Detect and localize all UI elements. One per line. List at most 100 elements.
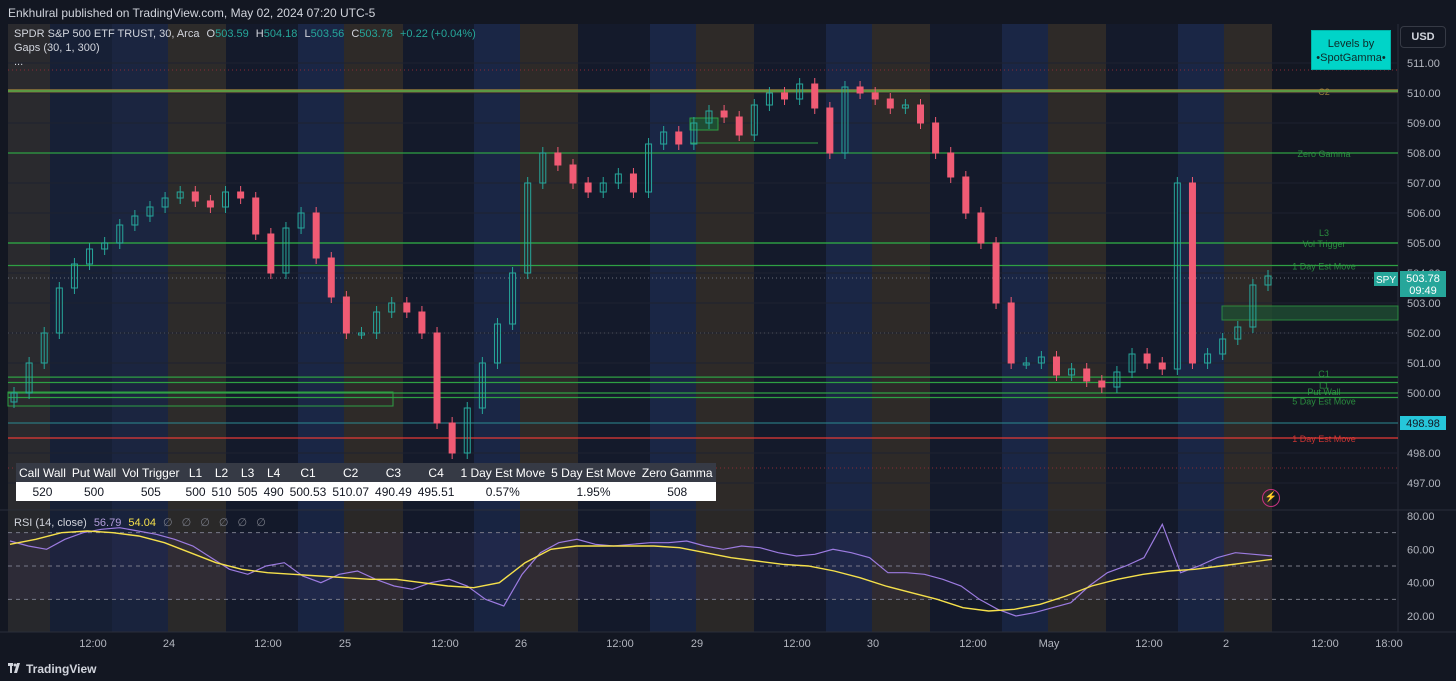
session-stripe-5 [298,24,344,510]
candle-body-9 [146,206,154,217]
candle-body-50 [765,92,773,106]
candle-body-79 [1204,353,1212,364]
high-label: H [255,28,264,40]
session-stripe-14 [826,24,872,510]
low-label: L [304,28,311,40]
rsi-legend: RSI (14, close) 56.79 54.04 ∅ ∅ ∅ ∅ ∅ ∅ [14,516,269,529]
price-tag-symbol: SPY [1376,275,1396,286]
candle-body-54 [826,107,834,154]
candle-body-72 [1098,380,1106,388]
candle-body-31 [478,362,486,409]
candle-body-3 [55,287,63,334]
price-tick-14: 497.00 [1407,478,1441,490]
levels-value-1: 500 [68,482,120,501]
candle-body-41 [629,173,637,193]
candle-body-1 [25,362,33,394]
candle-body-28 [433,332,441,424]
levels-value-0: 520 [16,482,69,501]
levels-value-12: 1.95% [548,482,639,501]
levels-header-6: L4 [260,463,287,482]
candle-body-13 [206,200,214,208]
session-stripe-12 [696,24,754,510]
price-tick-5: 506.00 [1407,208,1441,220]
low-value: 503.56 [310,28,345,40]
candle-body-6 [101,242,109,250]
candle-body-60 [917,104,925,124]
candle-body-78 [1188,182,1196,364]
candle-body-8 [131,215,139,226]
candle-body-83 [1264,275,1272,286]
rsi-session-stripe-6 [344,510,403,632]
flash-icon[interactable]: ⚡ [1262,489,1280,507]
session-stripe-17 [1002,24,1048,510]
candle-body-23 [357,332,365,336]
price-tick-11: 500.00 [1407,388,1441,400]
badge-line2: •SpotGamma• [1316,52,1386,64]
candle-body-81 [1234,326,1242,340]
rsi-session-stripe-12 [696,510,754,632]
time-tick-15: 18:00 [1375,638,1403,650]
close-label: C [351,28,360,40]
symbol-title[interactable]: SPDR S&P 500 ETF TRUST, 30, Arca [14,28,200,40]
time-tick-2: 12:00 [254,638,282,650]
candle-body-37 [569,164,577,184]
rsi-session-stripe-9 [520,510,578,632]
rsi-session-stripe-2 [112,510,168,632]
candle-body-66 [1007,302,1015,364]
session-stripe-1 [50,24,112,510]
candle-body-44 [675,131,683,145]
level-label-7: Put Wall [1307,387,1340,397]
candle-body-38 [584,182,592,193]
currency-button[interactable]: USD [1400,26,1446,48]
candle-body-51 [781,92,789,100]
gaps-indicator[interactable]: Gaps (30, 1, 300) [14,42,100,54]
candle-body-47 [720,110,728,118]
rsi-session-stripe-4 [226,510,298,632]
candle-body-80 [1219,338,1227,355]
price-tag-bg [1400,271,1446,297]
levels-value-6: 490 [260,482,287,501]
candle-body-69 [1052,356,1060,376]
level-label-2: L3 [1319,228,1329,238]
time-tick-11: May [1039,638,1060,650]
candle-body-27 [418,311,426,334]
rsi-tick-0: 80.00 [1407,511,1435,523]
rsi-label[interactable]: RSI (14, close) [14,517,87,529]
rsi-na-values: ∅ ∅ ∅ ∅ ∅ ∅ [163,517,269,529]
price-tick-3: 508.00 [1407,148,1441,160]
published-note: Enkhulral published on TradingView.com, … [8,6,376,20]
rsi-session-stripe-0 [8,510,50,632]
levels-header-1: Put Wall [68,463,120,482]
candle-body-32 [493,323,501,364]
time-tick-3: 25 [339,638,351,650]
open-label: O [206,28,216,40]
level-label-9: 1 Day Est Move [1292,434,1356,444]
more-indicators[interactable]: ... [14,56,24,68]
candle-body-14 [222,191,230,208]
candle-body-12 [191,191,199,202]
levels-header-4: L2 [208,463,235,482]
level-label-3: Vol Trigger [1302,239,1345,249]
price-tick-10: 501.00 [1407,358,1441,370]
levels-header-9: C3 [372,463,415,482]
candle-body-10 [161,197,169,208]
high-value: 504.18 [263,28,298,40]
candle-body-15 [237,191,245,199]
levels-value-5: 505 [234,482,261,501]
rsi-tick-1: 60.00 [1407,544,1435,556]
session-stripe-2 [112,24,168,510]
session-stripe-10 [578,24,650,510]
candle-body-0 [10,392,18,403]
candle-body-16 [252,197,260,235]
time-tick-7: 29 [691,638,703,650]
level-label-5: C1 [1318,369,1330,379]
price-tick-13: 498.00 [1407,448,1441,460]
price-chart[interactable]: 511.00 510.00 509.00 508.00 507.00 506.00 505.… [0,24,1456,656]
rsi-value: 56.79 [93,517,122,529]
candle-body-67 [1022,362,1030,366]
rsi-session-stripe-10 [578,510,650,632]
candle-body-43 [660,131,668,145]
candle-body-2 [40,332,48,364]
open-value: 503.59 [215,28,249,40]
candle-body-59 [901,104,909,109]
